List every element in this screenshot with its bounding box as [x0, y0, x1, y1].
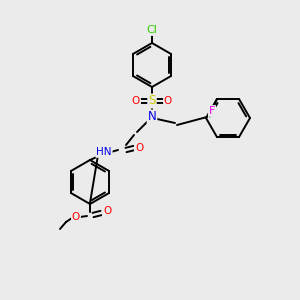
Text: Cl: Cl [147, 25, 158, 35]
Text: S: S [148, 94, 156, 107]
Text: HN: HN [96, 147, 112, 157]
Text: O: O [164, 96, 172, 106]
Text: O: O [135, 143, 143, 153]
Text: O: O [103, 206, 111, 216]
Text: O: O [72, 212, 80, 222]
Text: O: O [132, 96, 140, 106]
Text: N: N [148, 110, 156, 124]
Text: F: F [209, 106, 215, 116]
